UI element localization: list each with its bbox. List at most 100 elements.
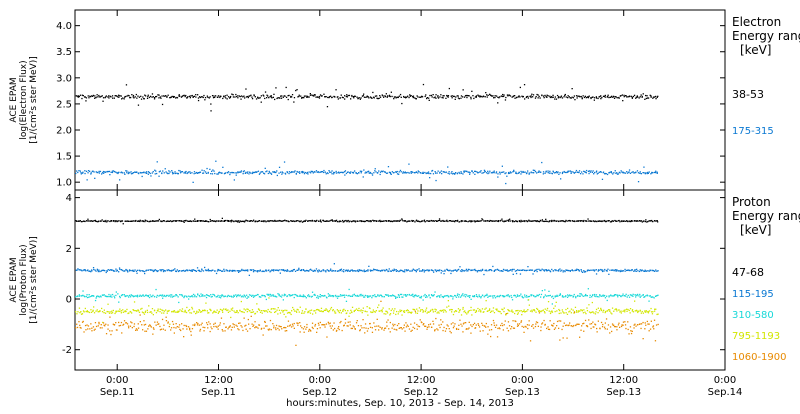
- data-point: [334, 172, 336, 174]
- data-point: [378, 295, 380, 297]
- data-point: [172, 95, 175, 98]
- data-point: [120, 220, 122, 222]
- data-point: [546, 307, 549, 310]
- data-point: [192, 269, 194, 271]
- data-point: [630, 294, 632, 296]
- data-point: [121, 220, 124, 222]
- y-tick-label: 3.5: [56, 47, 72, 58]
- data-point: [379, 294, 381, 296]
- data-point: [599, 220, 601, 222]
- data-point: [165, 171, 167, 173]
- data-point: [405, 269, 407, 271]
- data-point: [653, 328, 655, 330]
- data-point: [301, 310, 304, 312]
- data-point: [385, 172, 388, 174]
- data-point: [372, 294, 374, 297]
- data-point: [303, 97, 305, 99]
- data-point: [338, 311, 340, 314]
- data-point: [588, 172, 590, 175]
- data-point: [588, 170, 590, 172]
- data-point: [540, 293, 543, 296]
- data-point: [232, 172, 234, 174]
- data-point: [345, 300, 348, 302]
- data-point: [431, 294, 433, 297]
- data-point: [542, 220, 544, 222]
- data-point: [650, 307, 652, 310]
- data-point: [78, 307, 81, 309]
- data-point: [134, 171, 137, 173]
- data-point: [237, 270, 239, 272]
- data-point: [181, 295, 184, 297]
- data-point: [90, 172, 92, 174]
- data-point: [139, 219, 141, 221]
- data-point: [401, 328, 403, 330]
- data-point: [320, 307, 323, 309]
- data-point: [601, 295, 603, 297]
- data-point: [598, 171, 600, 173]
- data-point: [312, 172, 314, 174]
- data-point: [244, 325, 246, 327]
- data-point: [187, 96, 189, 98]
- data-point: [167, 172, 169, 175]
- data-point: [271, 269, 273, 271]
- data-point: [392, 325, 395, 327]
- data-point: [89, 295, 91, 298]
- data-point: [551, 173, 553, 175]
- data-point: [112, 97, 114, 99]
- data-point: [112, 309, 114, 312]
- data-point: [290, 313, 292, 316]
- data-point: [629, 308, 632, 310]
- data-point: [615, 270, 617, 272]
- data-point: [625, 95, 627, 97]
- data-point: [511, 268, 514, 271]
- data-point: [608, 220, 610, 222]
- data-point: [484, 170, 486, 173]
- data-point: [638, 97, 640, 99]
- data-point: [604, 294, 606, 297]
- data-point: [255, 294, 257, 296]
- data-point: [291, 94, 294, 96]
- data-point: [399, 269, 402, 271]
- data-point: [484, 96, 486, 98]
- data-point: [511, 96, 513, 98]
- data-point: [497, 295, 499, 297]
- data-point: [388, 328, 390, 330]
- data-point: [495, 172, 497, 174]
- data-point: [205, 220, 207, 222]
- data-point: [349, 324, 351, 326]
- data-point: [95, 97, 97, 99]
- data-point: [220, 297, 222, 299]
- data-point: [289, 294, 291, 296]
- data-point: [331, 173, 333, 175]
- data-point: [507, 309, 509, 311]
- data-point: [537, 295, 539, 297]
- data-point: [186, 97, 188, 99]
- data-point: [604, 96, 606, 98]
- data-point: [494, 297, 497, 299]
- data-point: [463, 295, 465, 297]
- data-point: [306, 96, 308, 98]
- data-point: [285, 96, 288, 98]
- data-point: [490, 324, 493, 326]
- data-point: [475, 324, 477, 326]
- data-point: [100, 220, 102, 222]
- data-point: [179, 172, 182, 174]
- data-point: [653, 297, 655, 299]
- x-tick-date-label: Sep.13: [606, 387, 641, 398]
- data-point: [331, 96, 333, 98]
- data-point: [407, 310, 409, 312]
- data-point: [430, 294, 433, 296]
- data-point: [262, 334, 264, 336]
- data-point: [511, 296, 513, 299]
- data-point: [195, 220, 197, 222]
- data-point: [192, 220, 195, 222]
- data-point: [116, 172, 118, 174]
- data-point: [641, 95, 643, 98]
- data-point: [570, 172, 572, 174]
- data-point: [258, 270, 260, 272]
- data-point: [491, 95, 493, 97]
- data-point: [296, 89, 298, 91]
- data-point: [381, 270, 383, 272]
- data-point: [496, 220, 498, 222]
